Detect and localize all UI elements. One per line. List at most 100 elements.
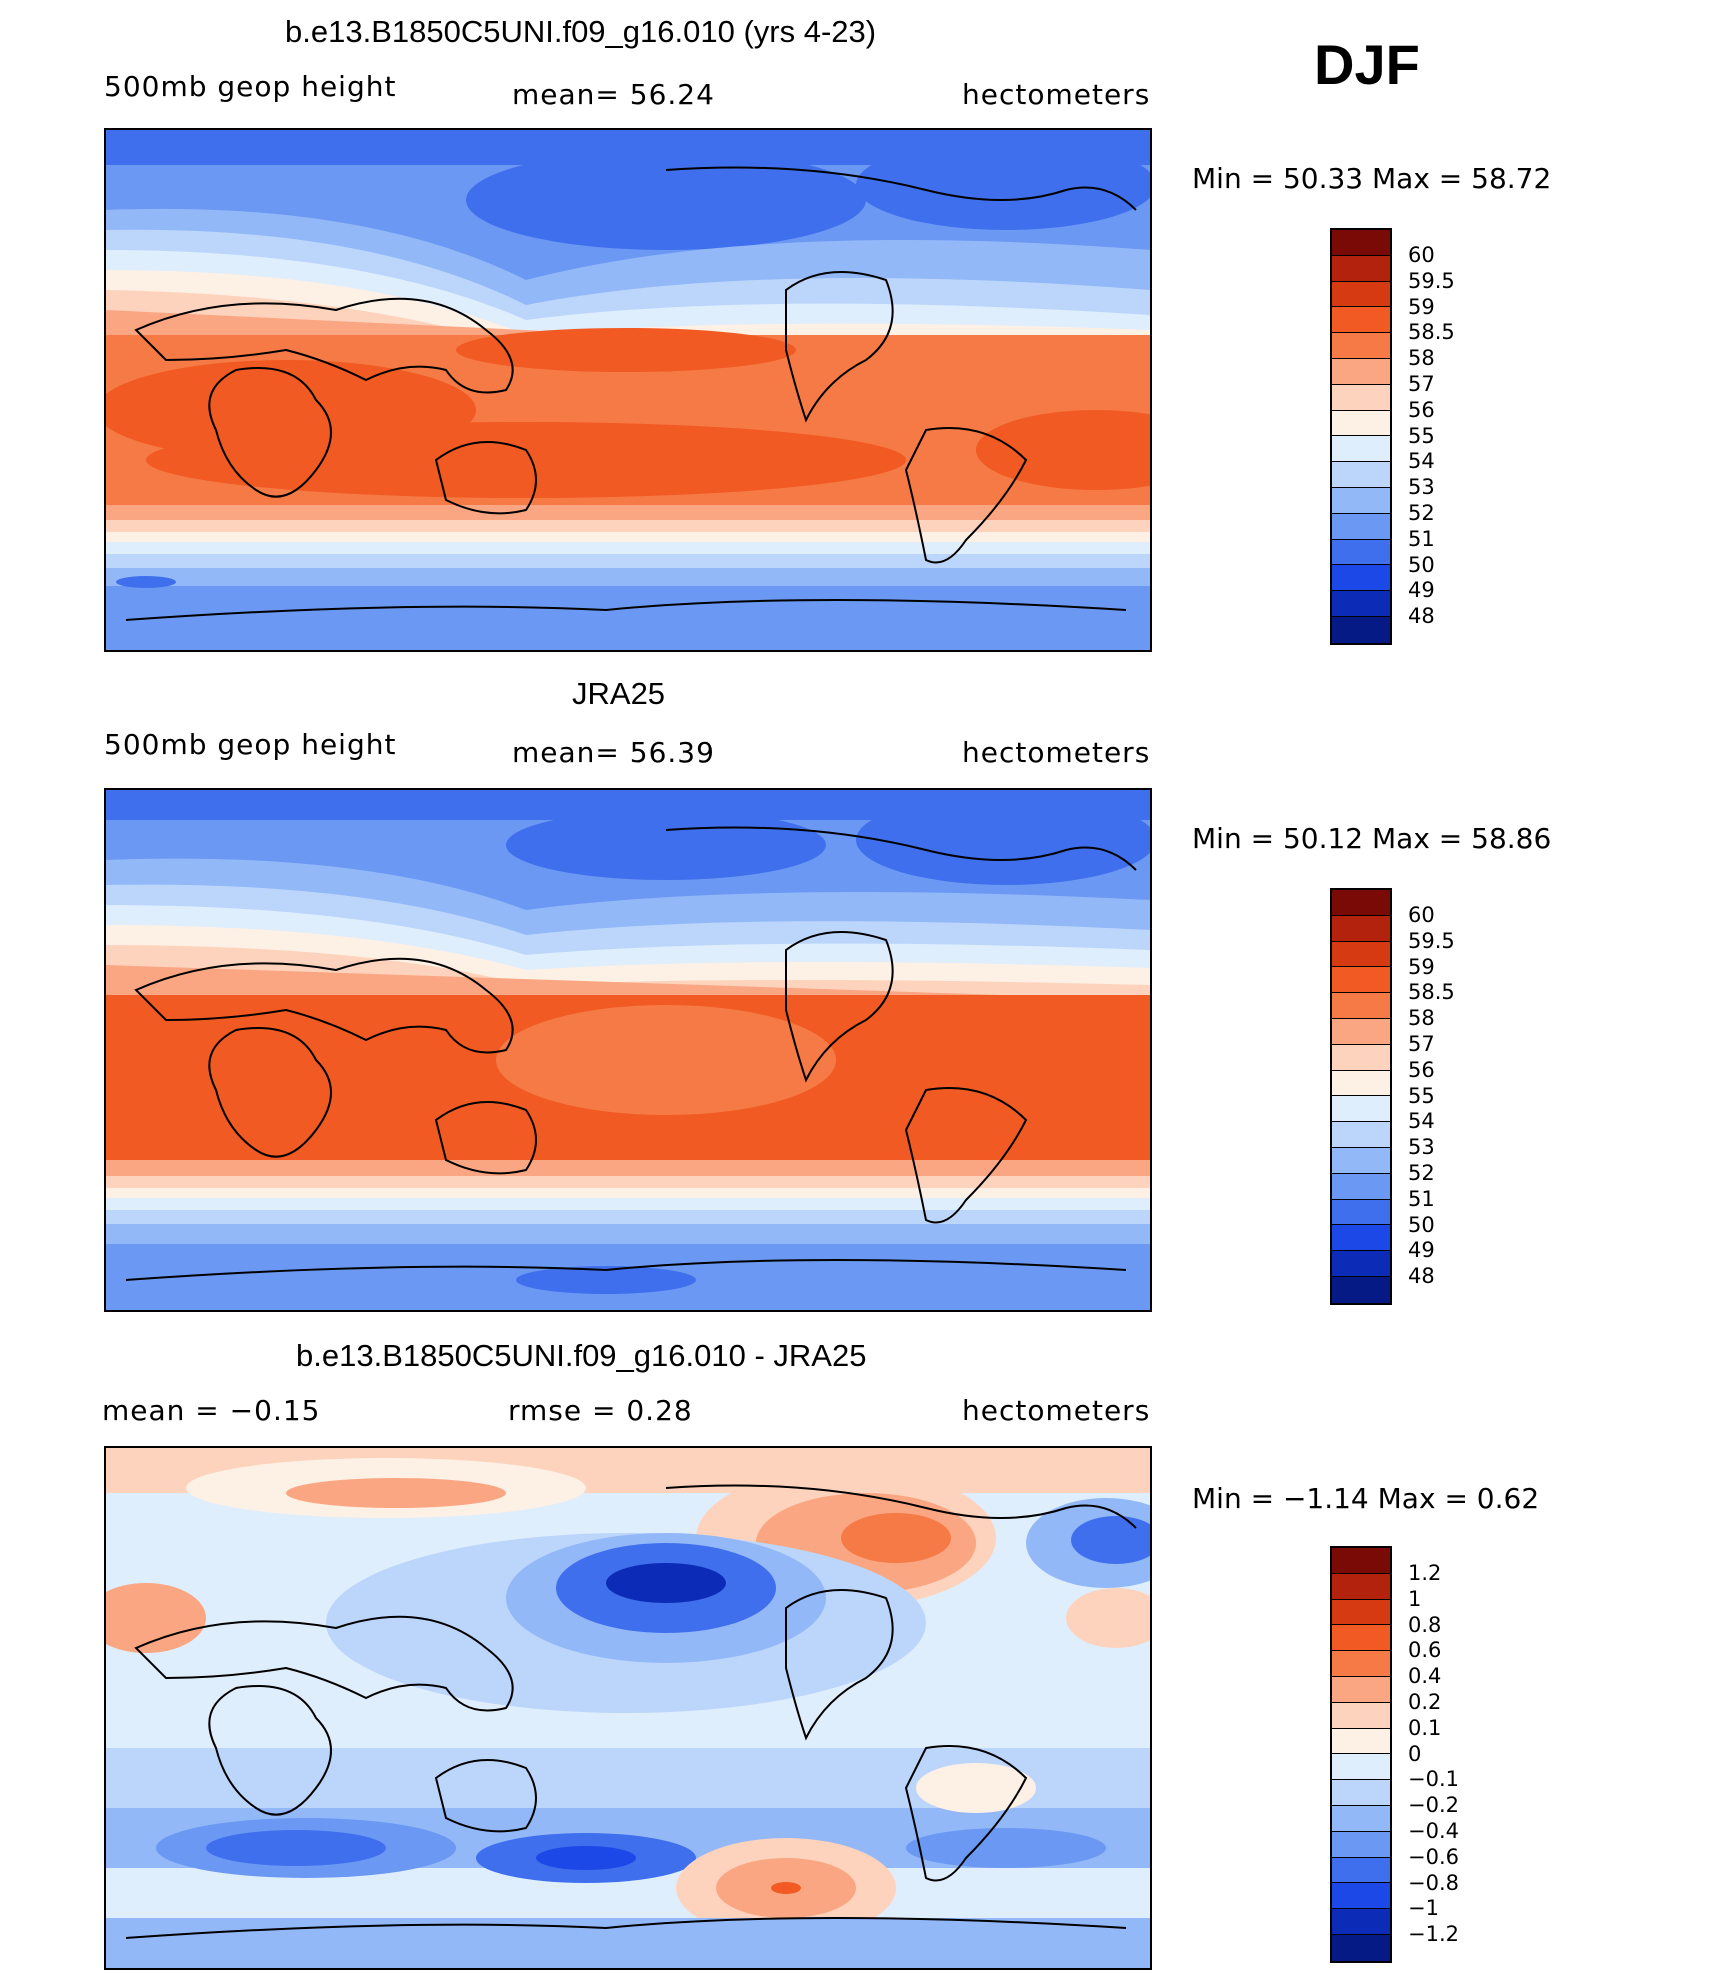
panel1-variable-label: 500mb geop height [104, 70, 397, 103]
panel1-mean-label: mean= 56.24 [512, 78, 715, 111]
colorbar-swatch [1332, 1096, 1390, 1123]
colorbar-swatch [1332, 1070, 1390, 1097]
colorbar-tick-label: 50 [1408, 552, 1435, 577]
colorbar-tick-label: 49 [1408, 578, 1435, 603]
colorbar-tick-label: 60 [1408, 243, 1435, 267]
colorbar-swatch [1332, 307, 1390, 334]
colorbar-swatch [1332, 591, 1390, 617]
colorbar-tick-label: 50 [1408, 1212, 1435, 1237]
colorbar-tick-label: 57 [1408, 372, 1435, 396]
panel3-mean-label: mean = −0.15 [102, 1394, 321, 1427]
colorbar-swatch [1332, 1702, 1390, 1729]
colorbar-tick-label: 48 [1408, 1264, 1435, 1289]
colorbar-tick-label: 60 [1408, 903, 1435, 927]
colorbar-swatch [1332, 1548, 1390, 1574]
colorbar-swatch [1332, 410, 1390, 437]
colorbar-tick-label: −0.2 [1408, 1793, 1459, 1818]
colorbar-swatch [1332, 1909, 1390, 1935]
colorbar-tick-label: 59.5 [1408, 268, 1455, 293]
colorbar-tick-label: 49 [1408, 1238, 1435, 1263]
colorbar-swatch [1332, 539, 1390, 566]
colorbar-swatch [1332, 436, 1390, 463]
panel2-map-svg [106, 790, 1150, 1310]
panel2-mean-label: mean= 56.39 [512, 736, 715, 769]
colorbar-tick-label: 0.8 [1408, 1612, 1442, 1637]
colorbar-swatch [1332, 1573, 1390, 1600]
colorbar-tick-label: 55 [1408, 423, 1435, 448]
panel3-rmse-label: rmse = 0.28 [508, 1394, 693, 1427]
panel3-map [104, 1446, 1152, 1970]
colorbar-tick-label: −1 [1408, 1896, 1439, 1921]
colorbar-swatch [1332, 915, 1390, 942]
panel2-min-max: Min = 50.12 Max = 58.86 [1192, 822, 1552, 855]
colorbar-swatch [1332, 255, 1390, 282]
colorbar-swatch [1332, 941, 1390, 968]
colorbar-swatch [1332, 1831, 1390, 1858]
panel3-units-label: hectometers [962, 1394, 1151, 1427]
colorbar-tick-label: 54 [1408, 449, 1435, 474]
colorbar-swatch [1332, 1225, 1390, 1252]
colorbar-tick-label: 53 [1408, 475, 1435, 500]
colorbar-tick-label: 54 [1408, 1109, 1435, 1134]
colorbar-swatch [1332, 1883, 1390, 1910]
panel3-min-max: Min = −1.14 Max = 0.62 [1192, 1482, 1540, 1515]
colorbar-swatch [1332, 1625, 1390, 1652]
colorbar-swatch [1332, 1857, 1390, 1884]
colorbar-swatch [1332, 358, 1390, 385]
panel1-min-max: Min = 50.33 Max = 58.72 [1192, 162, 1552, 195]
colorbar-swatch [1332, 230, 1390, 256]
colorbar-swatch [1332, 1251, 1390, 1277]
colorbar-swatch [1332, 462, 1390, 488]
colorbar-swatch [1332, 487, 1390, 514]
colorbar-swatch [1332, 333, 1390, 359]
colorbar-tick-label: 52 [1408, 1161, 1435, 1185]
colorbar-swatch [1332, 1934, 1390, 1961]
colorbar-swatch [1332, 1754, 1390, 1781]
colorbar-tick-label: 59.5 [1408, 928, 1455, 953]
colorbar-tick-label: 0.4 [1408, 1664, 1442, 1689]
panel1-map-svg [106, 130, 1150, 650]
colorbar-swatch [1332, 616, 1390, 643]
panel3-colorbar [1330, 1546, 1392, 1963]
colorbar-tick-label: 48 [1408, 604, 1435, 629]
colorbar-tick-label: 55 [1408, 1083, 1435, 1108]
colorbar-swatch [1332, 1044, 1390, 1071]
colorbar-swatch [1332, 993, 1390, 1019]
colorbar-swatch [1332, 1728, 1390, 1755]
colorbar-tick-label: −0.6 [1408, 1844, 1459, 1869]
panel3-title: b.e13.B1850C5UNI.f09_g16.010 - JRA25 [296, 1338, 867, 1373]
colorbar-swatch [1332, 1018, 1390, 1045]
colorbar-swatch [1332, 967, 1390, 994]
colorbar-tick-label: 51 [1408, 1186, 1435, 1211]
colorbar-tick-label: 58 [1408, 1006, 1435, 1031]
panel2-title: JRA25 [572, 676, 666, 711]
colorbar-tick-label: −0.4 [1408, 1819, 1459, 1843]
colorbar-tick-label: 1.2 [1408, 1561, 1442, 1585]
colorbar-swatch [1332, 1122, 1390, 1148]
colorbar-tick-label: 1 [1408, 1586, 1422, 1611]
season-label: DJF [1314, 33, 1420, 96]
colorbar-swatch [1332, 1805, 1390, 1832]
colorbar-tick-label: 59 [1408, 954, 1435, 979]
colorbar-swatch [1332, 890, 1390, 916]
colorbar-tick-label: −0.8 [1408, 1870, 1459, 1895]
panel1-map [104, 128, 1152, 652]
panel1-colorbar [1330, 228, 1392, 645]
panel2-map [104, 788, 1152, 1312]
colorbar-swatch [1332, 281, 1390, 308]
colorbar-swatch [1332, 1599, 1390, 1626]
colorbar-tick-label: −0.1 [1408, 1767, 1459, 1792]
colorbar-tick-label: 0 [1408, 1741, 1422, 1766]
colorbar-tick-label: 58 [1408, 346, 1435, 371]
colorbar-tick-label: 57 [1408, 1032, 1435, 1056]
panel3-map-svg [106, 1448, 1150, 1968]
colorbar-swatch [1332, 1147, 1390, 1174]
colorbar-tick-label: 56 [1408, 397, 1435, 422]
colorbar-swatch [1332, 1199, 1390, 1226]
colorbar-swatch [1332, 1173, 1390, 1200]
panel1-title: b.e13.B1850C5UNI.f09_g16.010 (yrs 4-23) [285, 14, 877, 49]
colorbar-tick-label: 53 [1408, 1135, 1435, 1160]
colorbar-swatch [1332, 513, 1390, 540]
colorbar-tick-label: 58.5 [1408, 320, 1455, 345]
colorbar-swatch [1332, 565, 1390, 592]
